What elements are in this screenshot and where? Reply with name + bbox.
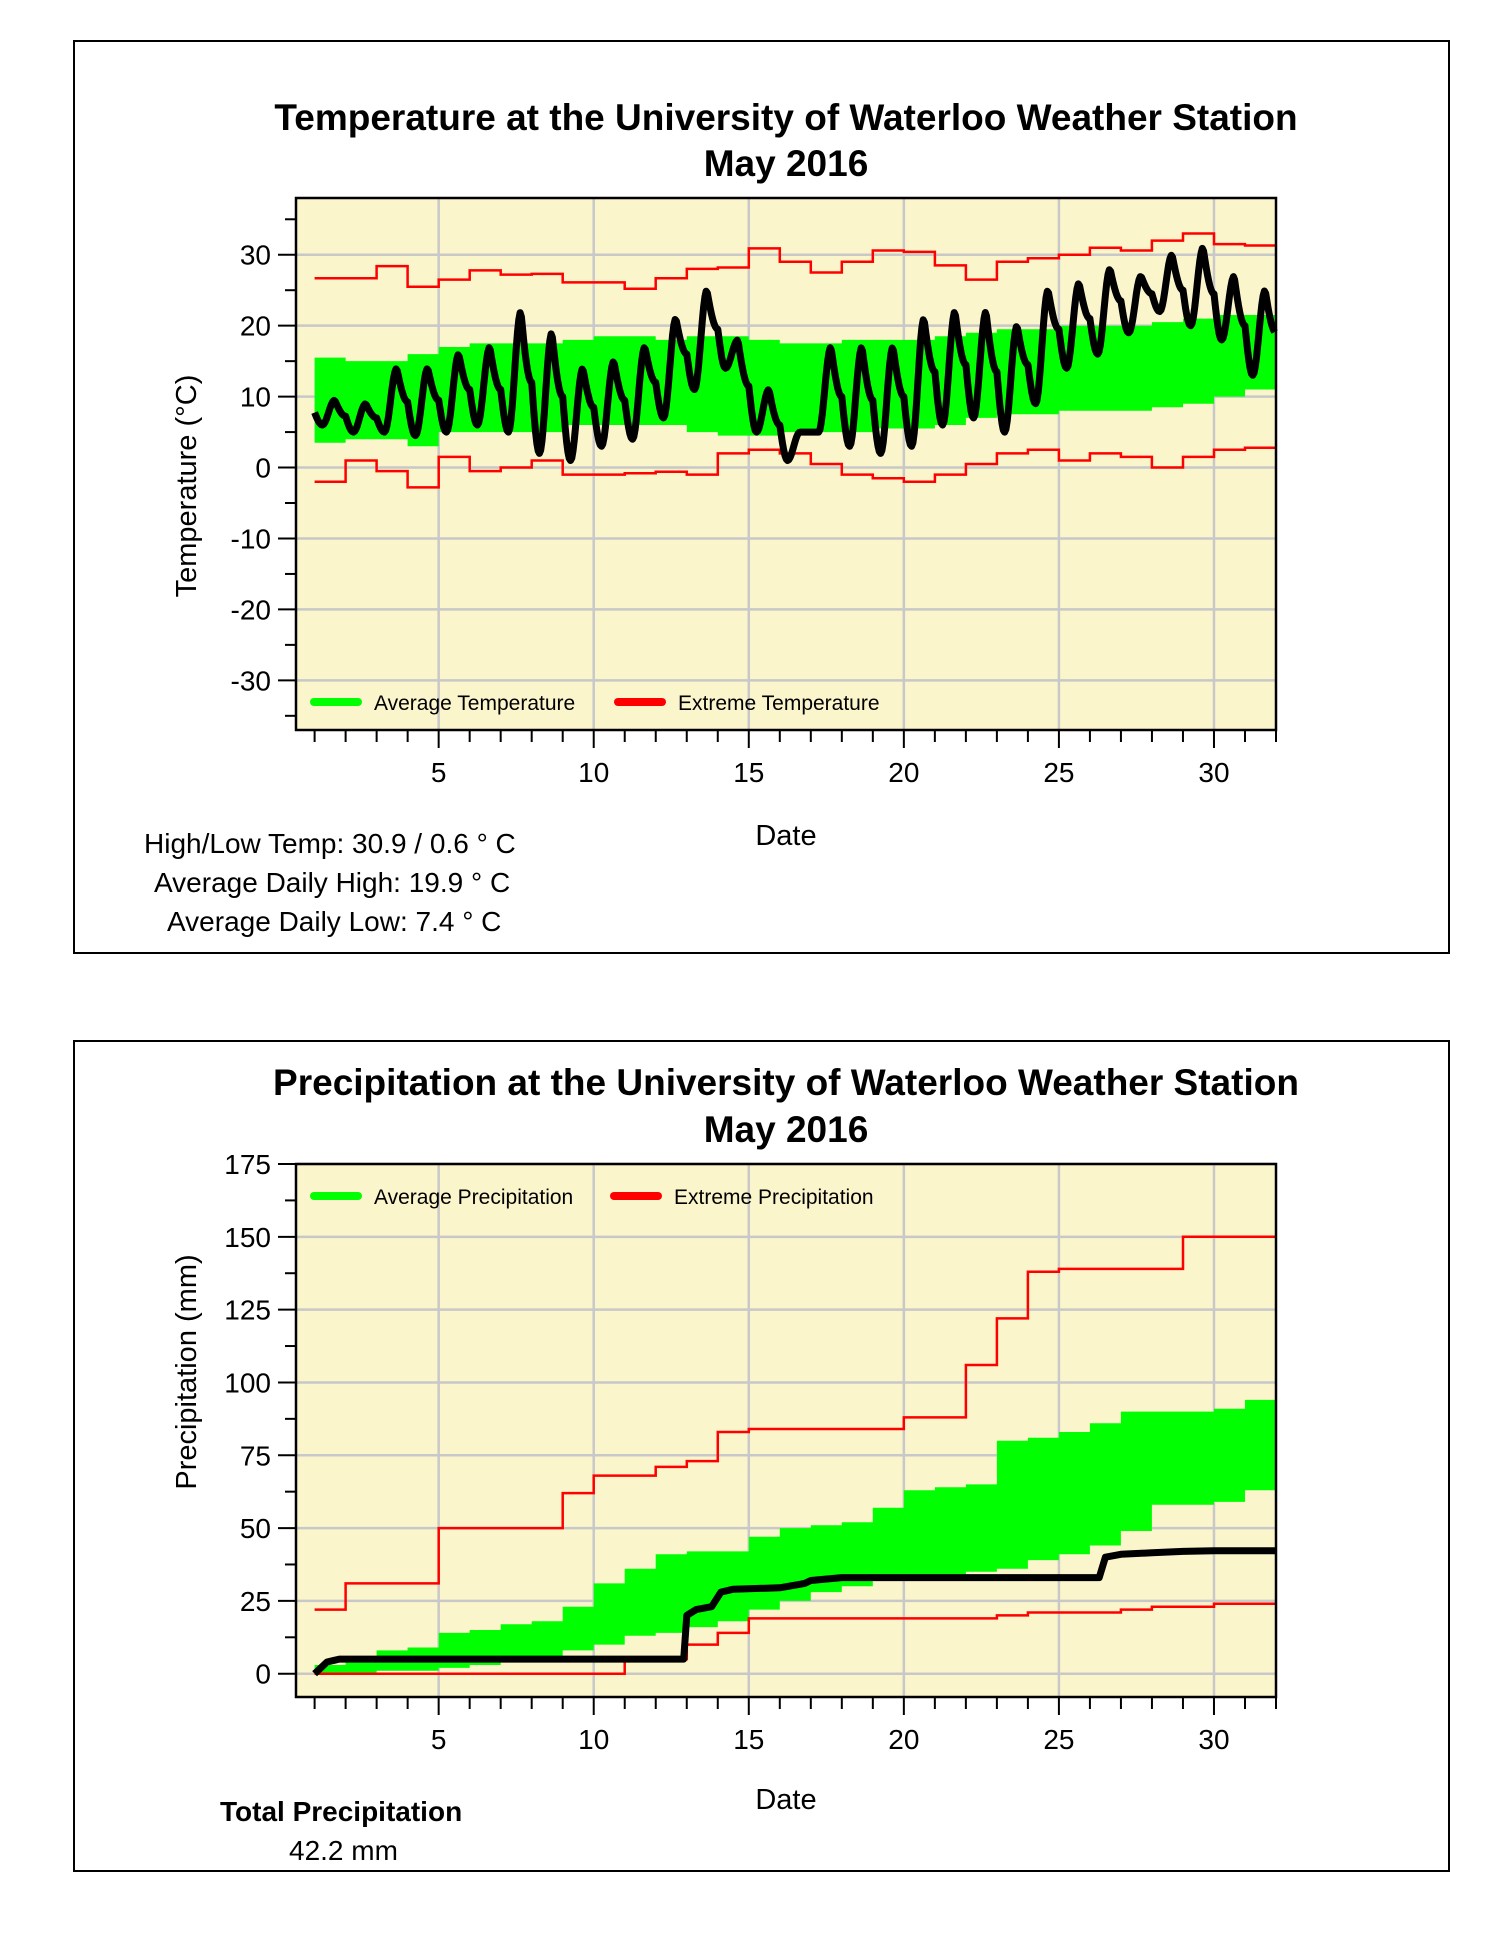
temperature-y-tick-label-30: 30: [240, 240, 271, 271]
precipitation-x-axis-label: Date: [755, 1784, 816, 1816]
temperature-y-tick-label--10: -10: [231, 523, 271, 554]
temperature-extreme-lower-line: [314, 446, 1276, 489]
temperature-y-axis-label: Temperature (°C): [171, 375, 203, 598]
temperature-title-line1: Temperature at the University of Waterlo…: [274, 97, 1297, 138]
precipitation-title-line2: May 2016: [704, 1109, 869, 1150]
temperature-x-tick-label-5: 5: [431, 757, 447, 788]
stat-average-daily-high: Average Daily High: 19.9 ° C: [154, 867, 510, 898]
precipitation-y-tick-label-0: 0: [255, 1659, 271, 1690]
temperature-y-tick-label-20: 20: [240, 311, 271, 342]
precipitation-y-tick-label-150: 150: [224, 1222, 271, 1253]
temperature-extreme-upper-line: [314, 232, 1276, 291]
precipitation-x-tick-label-15: 15: [733, 1724, 764, 1755]
temperature-title-line2: May 2016: [704, 143, 869, 184]
temperature-x-tick-label-10: 10: [578, 757, 609, 788]
precipitation-average-band: [314, 1399, 1277, 1674]
precipitation-y-axis-label: Precipitation (mm): [171, 1254, 203, 1489]
precipitation-y-tick-label-50: 50: [240, 1513, 271, 1544]
precipitation-title-line1: Precipitation at the University of Water…: [273, 1062, 1299, 1103]
temperature-plot-area: [296, 198, 1276, 730]
temperature-plot-frame: [294, 196, 1278, 732]
precipitation-x-tick-label-10: 10: [578, 1724, 609, 1755]
temperature-legend-average-label: Average Temperature: [374, 692, 575, 715]
temperature-y-tick-label-0: 0: [255, 453, 271, 484]
precipitation-observed-line: [312, 1547, 1276, 1677]
precipitation-extreme-lower-line: [314, 1602, 1276, 1675]
precipitation-extreme-upper-line: [314, 1235, 1276, 1611]
temperature-x-tick-label-15: 15: [733, 757, 764, 788]
precipitation-plot-frame: [294, 1162, 1278, 1699]
precipitation-legend-average-label: Average Precipitation: [374, 1186, 573, 1209]
precipitation-y-tick-label-100: 100: [224, 1367, 271, 1398]
stat-high-low: High/Low Temp: 30.9 / 0.6 ° C: [144, 828, 516, 859]
precipitation-y-tick-label-25: 25: [240, 1586, 271, 1617]
temperature-x-tick-label-25: 25: [1043, 757, 1074, 788]
precipitation-x-tick-label-5: 5: [431, 1724, 447, 1755]
temperature-y-tick-label-10: 10: [240, 382, 271, 413]
temperature-x-axis-label: Date: [755, 820, 816, 852]
precipitation-x-tick-label-30: 30: [1198, 1724, 1229, 1755]
precipitation-y-tick-label-75: 75: [240, 1440, 271, 1471]
temperature-x-tick-label-30: 30: [1198, 757, 1229, 788]
temperature-y-tick-label--30: -30: [231, 665, 271, 696]
stat-average-daily-low: Average Daily Low: 7.4 ° C: [167, 906, 501, 937]
temperature-observed-line: [311, 244, 1278, 464]
precipitation-x-tick-label-20: 20: [888, 1724, 919, 1755]
precipitation-plot: 5 10 15 20 25 30 0 25 50 75 100 125 150 175 Average Pr…: [224, 1149, 1278, 1755]
temperature-legend-extreme-label: Extreme Temperature: [678, 692, 880, 715]
precipitation-x-tick-label-25: 25: [1043, 1724, 1074, 1755]
precipitation-y-tick-label-175: 175: [224, 1149, 271, 1180]
temperature-y-tick-label--20: -20: [231, 594, 271, 625]
total-precipitation-label: Total Precipitation: [220, 1796, 462, 1827]
precipitation-y-tick-label-125: 125: [224, 1295, 271, 1326]
precipitation-legend-extreme-label: Extreme Precipitation: [674, 1186, 874, 1209]
temperature-plot: 5 10 15 20 25 30 -30 -20 -10 0 10 20 30 Average Tempe…: [231, 196, 1278, 788]
temperature-x-tick-label-20: 20: [888, 757, 919, 788]
total-precipitation-value: 42.2 mm: [289, 1835, 398, 1866]
